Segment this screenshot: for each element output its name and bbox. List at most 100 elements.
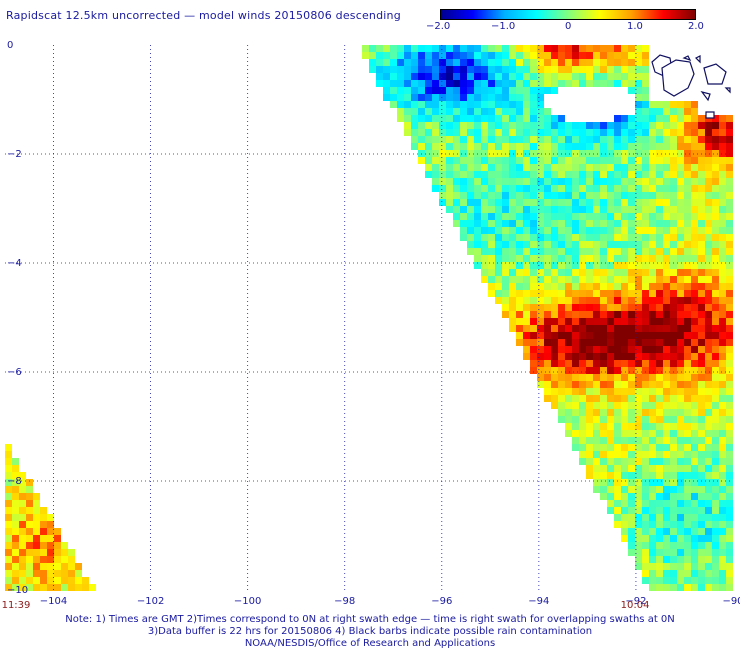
wind-cell — [712, 556, 719, 563]
wind-cell — [621, 444, 628, 451]
wind-cell — [530, 290, 537, 297]
wind-cell — [670, 199, 677, 206]
wind-cell — [502, 122, 509, 129]
wind-cell — [621, 409, 628, 416]
wind-cell — [19, 563, 26, 570]
wind-cell — [607, 290, 614, 297]
wind-cell — [474, 66, 481, 73]
wind-cell — [621, 528, 628, 535]
wind-cell — [558, 325, 565, 332]
wind-cell — [628, 136, 635, 143]
wind-cell — [684, 206, 691, 213]
wind-cell — [509, 171, 516, 178]
wind-cell — [621, 535, 628, 542]
wind-cell — [705, 381, 712, 388]
wind-cell — [698, 395, 705, 402]
wind-cell — [579, 59, 586, 66]
wind-cell — [516, 115, 523, 122]
wind-cell — [635, 283, 642, 290]
wind-cell — [537, 185, 544, 192]
wind-cell — [516, 276, 523, 283]
wind-cell — [663, 213, 670, 220]
wind-cell — [558, 80, 565, 87]
wind-cell — [698, 311, 705, 318]
wind-cell — [691, 276, 698, 283]
wind-cell — [390, 87, 397, 94]
wind-cell — [579, 367, 586, 374]
wind-cell — [698, 220, 705, 227]
wind-cell — [593, 150, 600, 157]
wind-cell — [467, 66, 474, 73]
wind-cell — [656, 290, 663, 297]
wind-cell — [12, 514, 19, 521]
wind-cell — [656, 360, 663, 367]
wind-cell — [572, 171, 579, 178]
wind-cell — [509, 325, 516, 332]
wind-cell — [614, 409, 621, 416]
colorbar-legend: −2.0 −1.0 0 1.0 2.0 — [426, 9, 704, 32]
wind-cell — [537, 87, 544, 94]
wind-cell — [453, 52, 460, 59]
wind-cell — [446, 129, 453, 136]
wind-cell — [495, 73, 502, 80]
wind-cell — [670, 374, 677, 381]
wind-cell — [488, 227, 495, 234]
wind-cell — [607, 66, 614, 73]
wind-cell — [726, 514, 733, 521]
wind-cell — [614, 122, 621, 129]
wind-cell — [635, 262, 642, 269]
wind-cell — [656, 178, 663, 185]
wind-cell — [82, 584, 89, 591]
wind-cell — [719, 346, 726, 353]
wind-cell — [621, 178, 628, 185]
wind-cell — [628, 360, 635, 367]
wind-cell — [607, 52, 614, 59]
wind-cell — [670, 423, 677, 430]
latitude-tick-label: −6 — [7, 367, 22, 378]
wind-cell — [607, 451, 614, 458]
wind-cell — [565, 255, 572, 262]
wind-cell — [523, 59, 530, 66]
wind-cell — [600, 283, 607, 290]
wind-cell — [579, 248, 586, 255]
wind-cell — [579, 206, 586, 213]
wind-cell — [635, 297, 642, 304]
wind-cell — [649, 206, 656, 213]
wind-cell — [509, 115, 516, 122]
wind-cell — [5, 570, 12, 577]
wind-cell — [712, 360, 719, 367]
wind-cell — [551, 318, 558, 325]
wind-cell — [670, 381, 677, 388]
wind-cell — [656, 500, 663, 507]
wind-cell — [635, 101, 642, 108]
wind-cell — [628, 514, 635, 521]
wind-cell — [684, 171, 691, 178]
wind-cell — [726, 451, 733, 458]
wind-cell — [607, 241, 614, 248]
wind-cell — [621, 388, 628, 395]
latitude-tick-label: −4 — [7, 258, 22, 269]
wind-cell — [516, 45, 523, 52]
wind-cell — [369, 66, 376, 73]
wind-cell — [670, 500, 677, 507]
island-outline — [703, 63, 727, 85]
wind-cell — [705, 192, 712, 199]
longitude-tick-label: −100 — [234, 596, 261, 607]
wind-cell — [481, 150, 488, 157]
wind-cell — [565, 353, 572, 360]
wind-cell — [642, 444, 649, 451]
wind-cell — [537, 360, 544, 367]
wind-cell — [432, 171, 439, 178]
wind-cell — [712, 402, 719, 409]
wind-cell — [460, 94, 467, 101]
wind-cell — [474, 73, 481, 80]
wind-cell — [663, 353, 670, 360]
wind-cell — [642, 374, 649, 381]
wind-cell — [481, 129, 488, 136]
wind-cell — [642, 507, 649, 514]
wind-cell — [565, 346, 572, 353]
wind-cell — [600, 430, 607, 437]
wind-cell — [600, 234, 607, 241]
wind-cell — [432, 143, 439, 150]
wind-cell — [411, 80, 418, 87]
